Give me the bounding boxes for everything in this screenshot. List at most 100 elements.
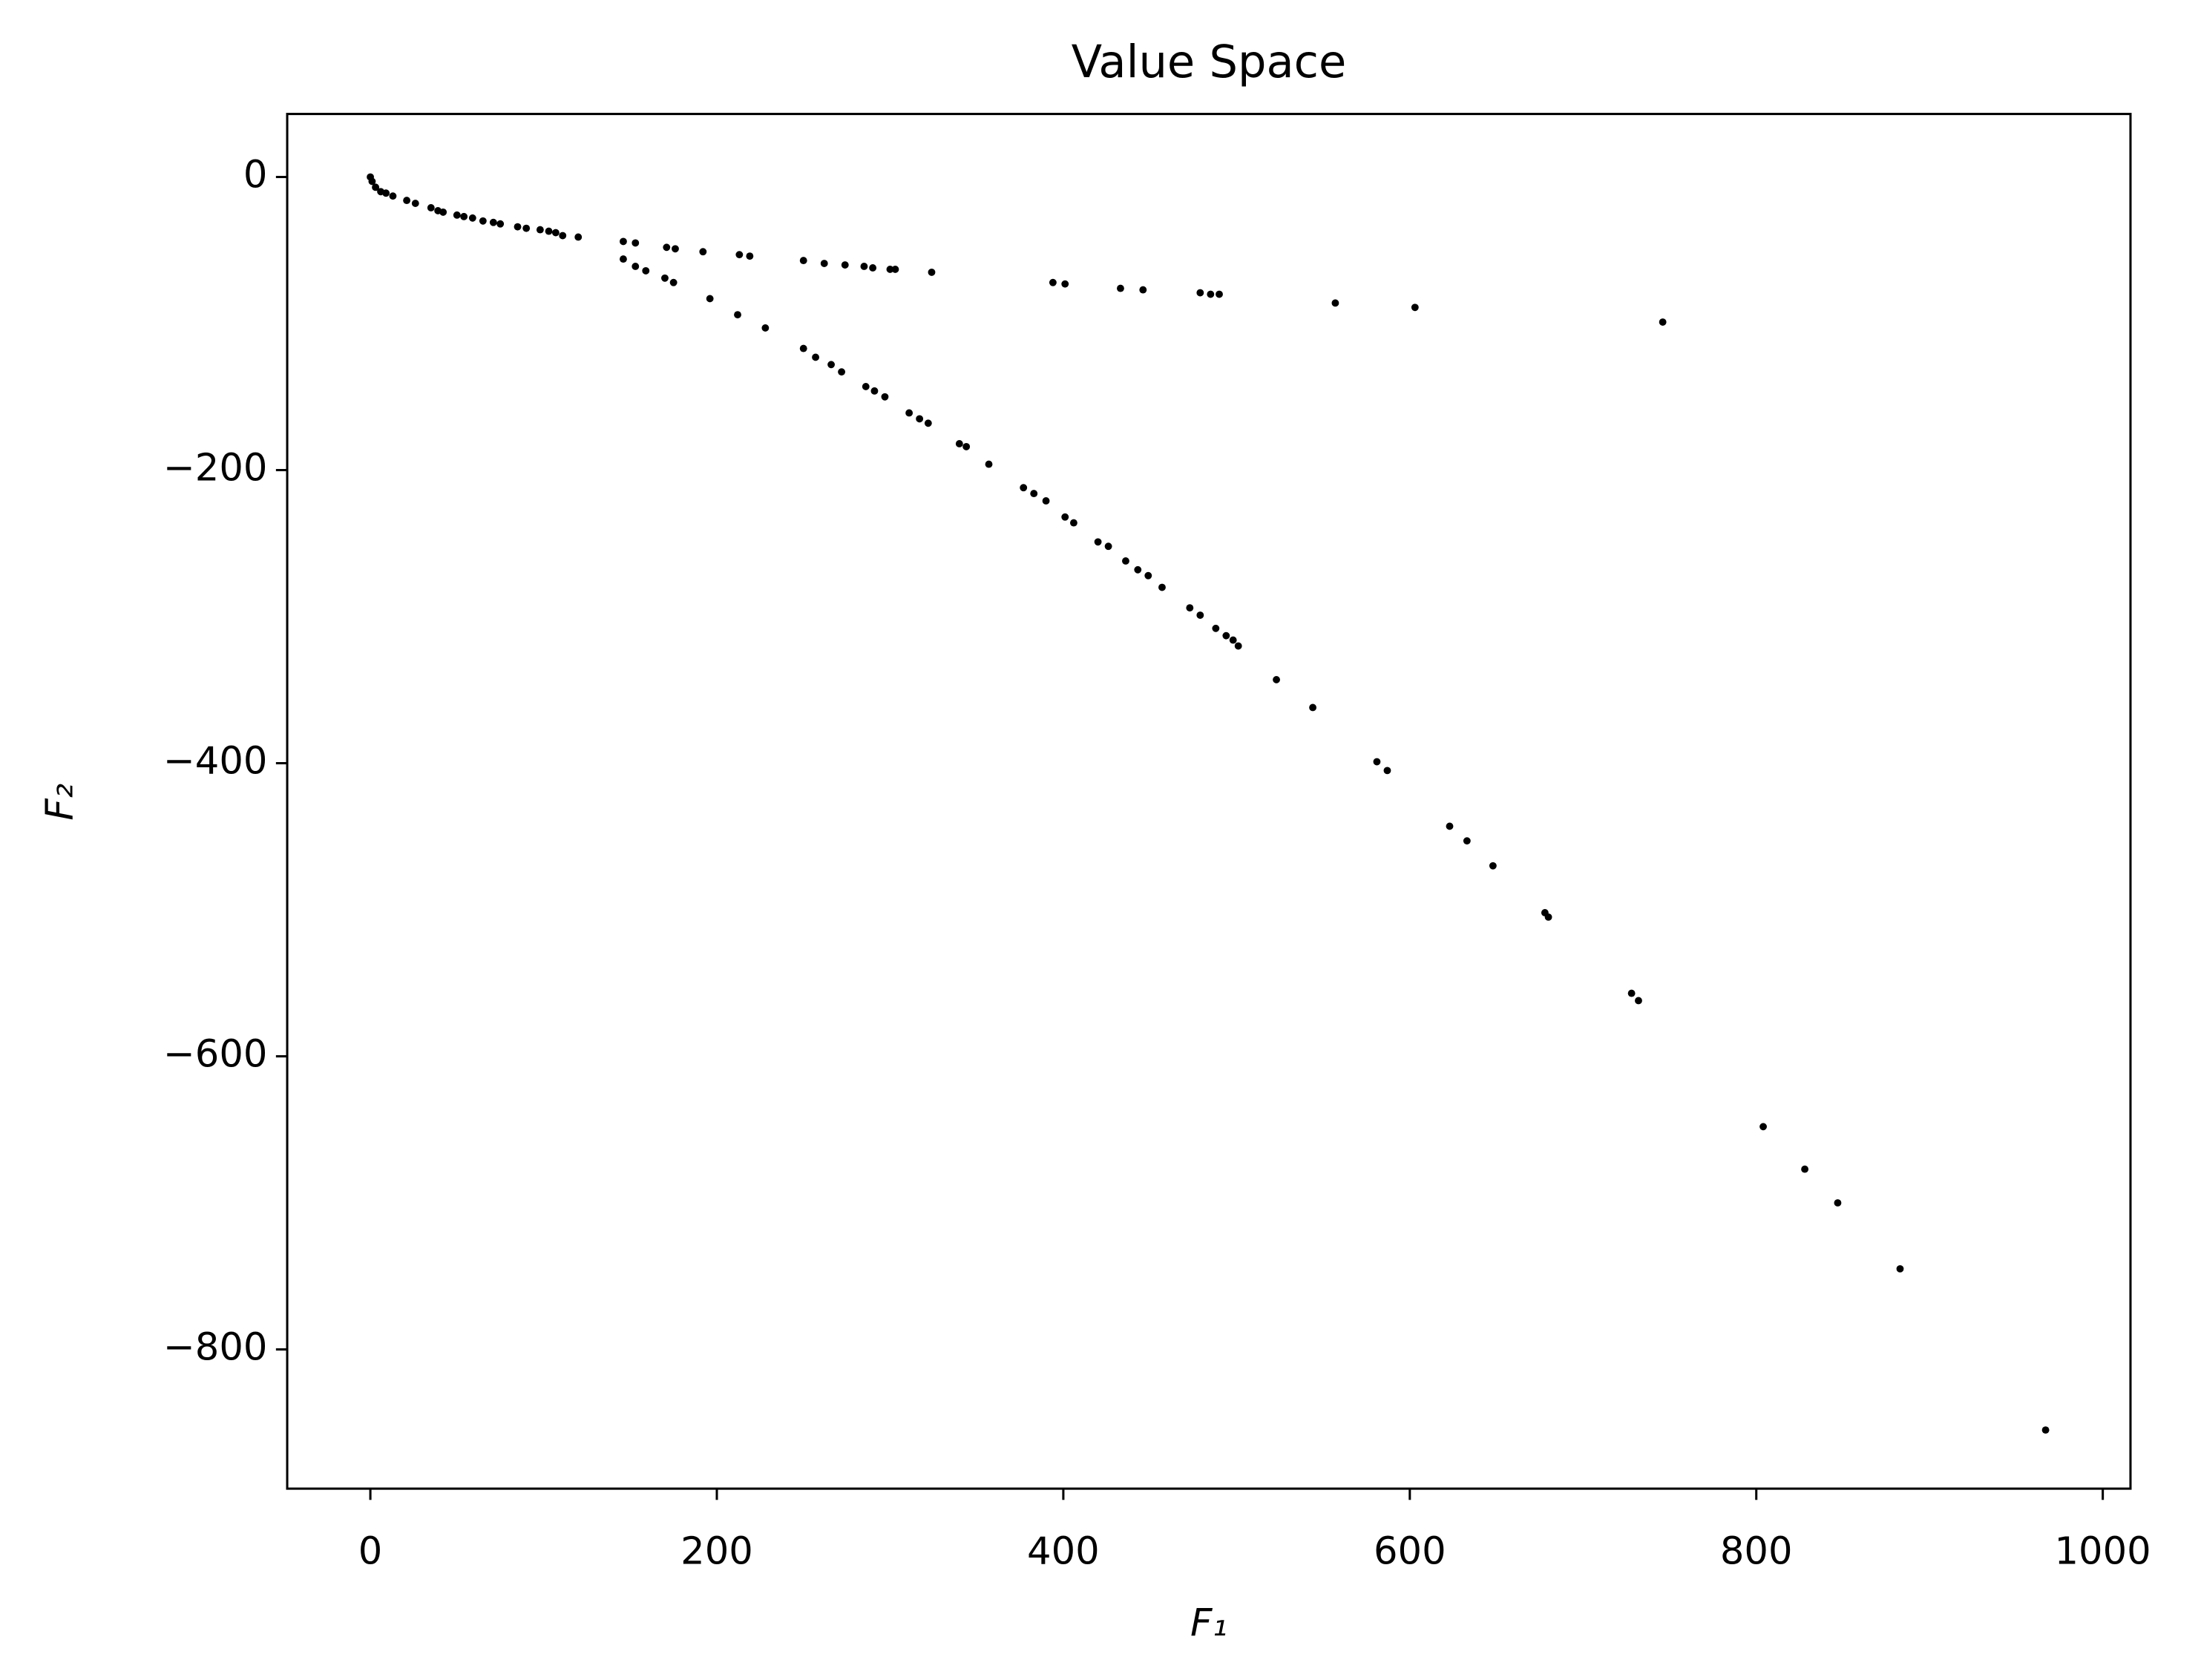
point (1216, 290, 1223, 298)
point (1122, 557, 1129, 565)
point (389, 192, 397, 200)
point (1144, 571, 1152, 580)
point (812, 353, 819, 361)
point (799, 257, 807, 265)
point (514, 223, 522, 231)
point (1834, 1199, 1842, 1207)
point (1463, 837, 1471, 845)
point (411, 200, 419, 207)
point (439, 208, 447, 216)
x-tick-label: 400 (1027, 1529, 1100, 1573)
point (881, 393, 889, 401)
point (862, 383, 870, 390)
point (1069, 519, 1077, 527)
x-tick-label: 1000 (2054, 1529, 2151, 1573)
point (368, 177, 376, 186)
point (427, 204, 435, 211)
point (663, 243, 671, 252)
x-tick-label: 200 (680, 1529, 753, 1573)
point (955, 440, 963, 447)
point (672, 245, 679, 253)
point (1801, 1165, 1809, 1173)
point (1659, 318, 1667, 326)
point (1222, 631, 1230, 640)
point (1273, 676, 1280, 683)
point (916, 415, 924, 423)
point (870, 387, 879, 395)
point (869, 264, 877, 272)
y-tick-label: −400 (163, 739, 268, 784)
x-axis-label: F₁ (1190, 1601, 1227, 1645)
point (841, 261, 849, 269)
point (632, 263, 640, 270)
point (1627, 989, 1636, 997)
point (382, 189, 390, 197)
point (1373, 758, 1381, 766)
x-tick-label: 0 (358, 1529, 383, 1573)
point (372, 183, 380, 191)
point (905, 409, 913, 417)
point (1411, 303, 1419, 312)
point (1759, 1123, 1767, 1131)
point (669, 278, 678, 286)
point (1061, 280, 1069, 288)
point (1117, 284, 1124, 292)
point (403, 197, 411, 205)
point (1635, 997, 1642, 1005)
point (1030, 490, 1038, 498)
plot-frame (286, 113, 2132, 1490)
point (559, 232, 567, 240)
point (536, 226, 544, 234)
y-tick-label: −800 (163, 1325, 268, 1370)
point (891, 266, 899, 273)
point (460, 212, 468, 220)
point (453, 211, 461, 219)
point (468, 214, 476, 222)
point (1331, 299, 1339, 307)
point (1489, 862, 1497, 870)
point (1212, 624, 1220, 632)
point (734, 311, 741, 319)
point (1042, 497, 1050, 505)
point (489, 218, 497, 226)
point (1446, 822, 1454, 830)
point (632, 239, 640, 247)
point (886, 266, 894, 273)
y-tick-label: −600 (163, 1032, 268, 1077)
point (699, 248, 707, 256)
point (985, 460, 993, 468)
point (479, 217, 487, 225)
point (1158, 583, 1166, 591)
point (1234, 642, 1242, 650)
point (619, 255, 627, 263)
point (1207, 290, 1215, 298)
point (1094, 538, 1102, 546)
point (1186, 604, 1194, 612)
point (1049, 278, 1057, 286)
point (496, 220, 505, 228)
point (642, 266, 650, 275)
point (574, 233, 583, 241)
point (1061, 513, 1069, 521)
point (1309, 703, 1317, 712)
x-tick-label: 800 (1720, 1529, 1793, 1573)
point (924, 419, 932, 427)
point (1104, 542, 1112, 551)
point (1544, 913, 1552, 921)
y-tick-label: −200 (163, 446, 268, 490)
x-tick-label: 600 (1374, 1529, 1446, 1573)
point (1196, 611, 1204, 619)
point (761, 324, 770, 332)
point (860, 263, 868, 270)
point (820, 260, 828, 267)
point (827, 361, 836, 369)
point (551, 229, 560, 237)
point (962, 442, 971, 450)
point (1383, 767, 1391, 775)
point (545, 227, 553, 235)
point (619, 237, 627, 246)
point (661, 274, 669, 282)
point (1196, 289, 1204, 297)
